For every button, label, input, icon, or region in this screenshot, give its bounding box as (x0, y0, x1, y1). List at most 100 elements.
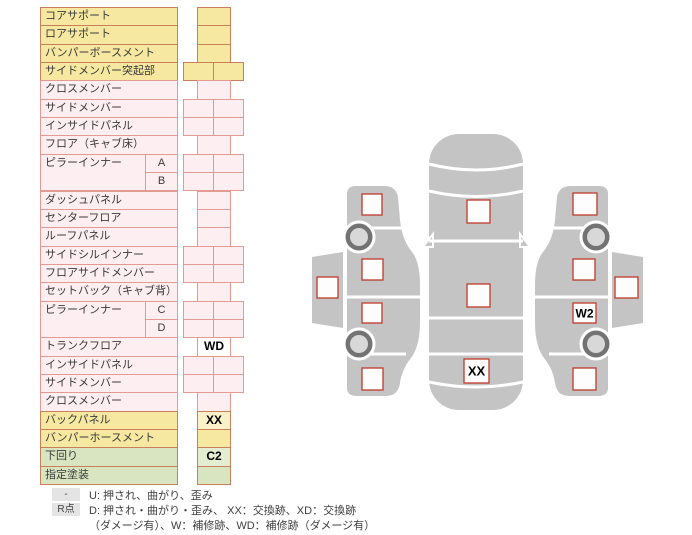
part-label: 指定塗装 (40, 465, 178, 486)
legend-row: R点 D: 押され・曲がり・歪み、 XX：交換跡、XD：交換跡 (52, 502, 375, 517)
part-label: クロスメンバー (40, 392, 178, 412)
legend-badge-dash: - (52, 488, 80, 501)
table-row: フロアサイドメンバー (40, 263, 250, 284)
part-label: バンパーボースメント (40, 43, 178, 64)
damage-box-trunk[interactable]: XX (463, 358, 490, 384)
hood-line (428, 189, 524, 198)
damage-box-roof[interactable] (466, 283, 491, 308)
damage-box-left-front-door[interactable] (361, 258, 384, 281)
damage-cell[interactable] (197, 25, 231, 45)
damage-cell[interactable] (213, 153, 244, 174)
damage-cell[interactable] (197, 43, 231, 64)
damage-cell[interactable] (183, 355, 214, 375)
damage-cell[interactable] (197, 80, 231, 100)
car-top-view: XX (420, 134, 533, 410)
part-label: インサイドパネル (40, 117, 178, 137)
damage-cell[interactable] (197, 227, 231, 247)
legend-row: （ダメージ有）、W：補修跡、WD：補修跡（ダメージ有） (52, 517, 375, 532)
part-label: トランクフロア (40, 337, 178, 357)
damage-cell[interactable] (183, 62, 214, 82)
damage-cell[interactable] (213, 374, 244, 394)
damage-cell[interactable] (183, 153, 214, 174)
pillar-row-label: B (145, 172, 178, 192)
damage-box-right-rear-door[interactable]: W2 (572, 302, 597, 324)
car-left-side-view (312, 186, 420, 396)
damage-box-right-front-fender[interactable] (572, 192, 598, 216)
damage-cell[interactable] (197, 7, 231, 27)
damage-box-left-rear-fender[interactable] (361, 367, 384, 391)
damage-box-right-rear-fender[interactable] (572, 367, 597, 391)
table-row: D (40, 318, 250, 339)
damage-cell[interactable] (213, 98, 244, 119)
damage-cell[interactable] (213, 245, 244, 265)
damage-cell[interactable] (183, 263, 214, 284)
table-row: コアサポート (40, 7, 250, 27)
damage-cell[interactable] (197, 465, 231, 486)
damage-box-right-sill[interactable] (614, 276, 639, 299)
damage-box-right-front-door[interactable] (572, 258, 596, 281)
legend-row: - U: 押され、曲がり、歪み (52, 487, 375, 502)
damage-cell[interactable] (183, 318, 214, 339)
damage-cell[interactable] (213, 300, 244, 320)
legend-badge-rten: R点 (52, 503, 80, 516)
damage-cell[interactable] (213, 355, 244, 375)
part-label: クロスメンバー (40, 80, 178, 100)
table-row: セットバック（キャブ背） (40, 282, 250, 302)
car-top-body (429, 134, 523, 410)
legend-text: U: 押され、曲がり、歪み (89, 489, 213, 502)
damage-box-left-front-fender[interactable] (361, 193, 383, 216)
table-row: フロア（キャブ床） (40, 135, 250, 155)
table-row: ピラーインナー C (40, 300, 250, 339)
table-row: ダッシュパネル (40, 190, 250, 210)
damage-cell[interactable] (197, 208, 231, 229)
pillar-row-label: D (145, 318, 178, 339)
damage-cell[interactable] (213, 263, 244, 284)
part-label: ピラーインナー (40, 153, 146, 192)
wheel-hub (587, 335, 605, 353)
legend-text: （ダメージ有）、W：補修跡、WD：補修跡（ダメージ有） (89, 519, 376, 532)
table-row: サイドシルインナー (40, 245, 250, 265)
left-side-body (347, 186, 420, 396)
table-row: トランクフロア WD (40, 337, 250, 357)
table-row: ピラーインナー A (40, 153, 250, 192)
damage-cell[interactable] (183, 300, 214, 320)
damage-cell[interactable] (197, 282, 231, 302)
damage-cell[interactable] (183, 374, 214, 394)
damage-cell[interactable]: WD (197, 337, 231, 357)
part-label: ダッシュパネル (40, 190, 178, 210)
legend-text: D: 押され・曲がり・歪み、 XX：交換跡、XD：交換跡 (89, 504, 357, 517)
wheel-hub (350, 335, 368, 353)
front-bumper-line (428, 162, 524, 172)
damage-cell[interactable] (197, 392, 231, 412)
damage-cell[interactable] (183, 117, 214, 137)
damage-cell[interactable] (213, 62, 244, 82)
vehicle-diagram: XX (312, 134, 643, 410)
damage-box-left-rear-door[interactable] (361, 302, 383, 324)
right-side-body (535, 186, 608, 396)
damage-cell[interactable] (197, 135, 231, 155)
damage-cell[interactable] (183, 98, 214, 119)
table-row: 下回り C2 (40, 447, 250, 467)
damage-box-left-sill[interactable] (316, 276, 339, 299)
table-row: バックパネル XX (40, 410, 250, 431)
part-label: フロア（キャブ床） (40, 135, 178, 155)
damage-cell[interactable] (197, 190, 231, 210)
damage-cell[interactable] (213, 318, 244, 339)
table-row: センターフロア (40, 208, 250, 229)
damage-cell[interactable] (213, 117, 244, 137)
part-label: ルーフパネル (40, 227, 178, 247)
part-label: ロアサポート (40, 25, 178, 45)
damage-cell[interactable] (197, 429, 231, 449)
damage-cell[interactable]: C2 (197, 447, 231, 467)
table-row: サイドメンバー突起部 (40, 62, 250, 82)
damage-cell[interactable] (213, 172, 244, 192)
damage-cell[interactable] (183, 245, 214, 265)
damage-box-hood[interactable] (466, 199, 491, 224)
part-label: サイドメンバー突起部 (40, 62, 178, 82)
damage-cell[interactable]: XX (197, 410, 231, 431)
damage-cell[interactable] (183, 172, 214, 192)
table-row: クロスメンバー (40, 392, 250, 412)
table-row: サイドメンバー (40, 98, 250, 119)
damage-parts-table: コアサポート ロアサポート バンパーボースメント サイドメンバー突起部 クロスメンバーサ… (40, 7, 250, 487)
car-right-side-view: W2 (535, 186, 643, 396)
